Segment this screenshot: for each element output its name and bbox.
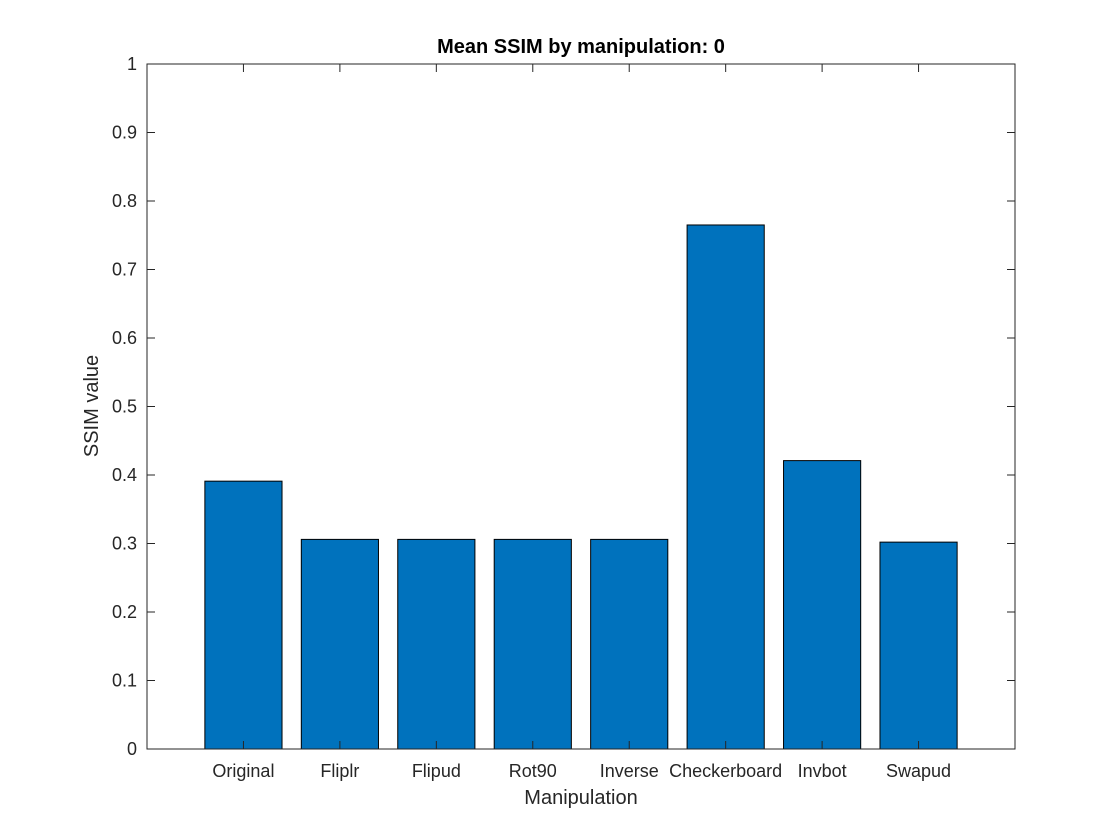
plot-area xyxy=(147,64,1015,749)
x-tick-labels: Original Fliplr Flipud Rot90 Inverse Checkerb… xyxy=(212,761,951,781)
y-tick-label: 0.8 xyxy=(112,191,137,211)
bar-rot90 xyxy=(493,538,572,750)
x-tick-label: Swapud xyxy=(886,761,951,781)
axes-box xyxy=(146,63,1016,750)
y-tick-label: 0.9 xyxy=(112,123,137,143)
y-tick-label: 0 xyxy=(127,739,137,759)
chart-title: Mean SSIM by manipulation: 0 xyxy=(437,36,725,58)
y-tick-label: 0.6 xyxy=(112,328,137,348)
y-tick-label: 0.3 xyxy=(112,534,137,554)
bar-invbot xyxy=(783,460,862,750)
x-tick-label: Rot90 xyxy=(509,761,557,781)
y-tick-label: 1 xyxy=(127,54,137,74)
bar-checkerboard xyxy=(686,224,765,750)
x-tick-label: Flipud xyxy=(412,761,461,781)
x-tick-label: Fliplr xyxy=(320,761,359,781)
y-axis-label: SSIM value xyxy=(81,355,103,457)
bars-layer xyxy=(204,224,958,750)
y-tick-label: 0.5 xyxy=(112,397,137,417)
x-tick-label: Invbot xyxy=(798,761,847,781)
bar-flipud xyxy=(397,538,476,750)
bar-original xyxy=(204,480,283,750)
y-tick-label: 0.2 xyxy=(112,602,137,622)
bar-swapud xyxy=(879,541,958,750)
x-tick-label: Original xyxy=(212,761,274,781)
y-tick-label: 0.1 xyxy=(112,671,137,691)
x-tick-label: Inverse xyxy=(600,761,659,781)
y-tick-labels: 0 0.1 0.2 0.3 0.4 0.5 0.6 0.7 0.8 0.9 1 xyxy=(112,54,137,759)
bar-inverse xyxy=(590,538,669,750)
x-tick-label: Checkerboard xyxy=(669,761,782,781)
y-tick-label: 0.4 xyxy=(112,465,137,485)
y-tick-label: 0.7 xyxy=(112,260,137,280)
x-axis-label: Manipulation xyxy=(524,787,637,809)
bar-fliplr xyxy=(300,538,379,750)
